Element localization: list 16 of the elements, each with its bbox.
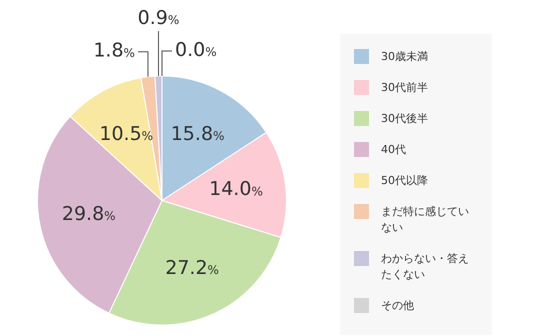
legend-label: わからない・答えたくない [381,251,470,283]
data-label: 27.2% [165,256,219,279]
legend-label: 30代前半 [381,80,429,96]
legend-label: その他 [381,298,415,314]
data-label: 0.9% [138,6,180,29]
legend-label: 50代以降 [381,173,429,189]
data-label: 14.0% [209,178,263,200]
legend-label: 30代後半 [381,111,429,127]
legend-label: まだ特に感じていない [381,204,470,236]
data-label: 10.5% [99,122,154,145]
legend-label: 40代 [381,142,407,158]
data-label: 15.8% [170,122,224,145]
text: 0.0% [175,38,217,61]
data-label: 29.8% [62,202,116,225]
legend-label: 30歳未満 [381,49,429,65]
data-label: 1.8% [93,40,135,62]
